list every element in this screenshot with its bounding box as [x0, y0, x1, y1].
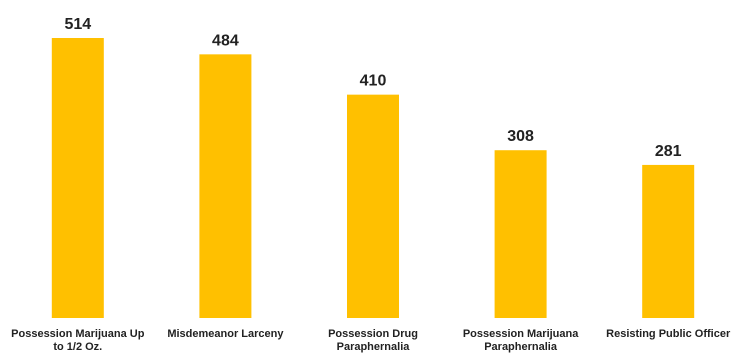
value-label: 308 [507, 128, 534, 145]
x-tick-label: Possession Marijuana Paraphernalia [462, 328, 579, 353]
x-tick-label: Possession Drug Paraphernalia [328, 328, 418, 353]
value-label: 410 [360, 73, 387, 90]
value-label: 281 [655, 143, 682, 160]
x-tick-label: Resisting Public Officer [606, 328, 731, 340]
x-tick-label: Possession Marijuana Up to 1/2 Oz. [11, 328, 145, 353]
bar [347, 94, 399, 319]
bar [642, 164, 695, 318]
bar [494, 150, 547, 318]
value-label: 514 [64, 16, 91, 33]
bar [199, 54, 252, 319]
value-label: 484 [212, 32, 239, 49]
x-tick-label: Misdemeanor Larceny [167, 328, 284, 340]
bar [51, 38, 104, 318]
